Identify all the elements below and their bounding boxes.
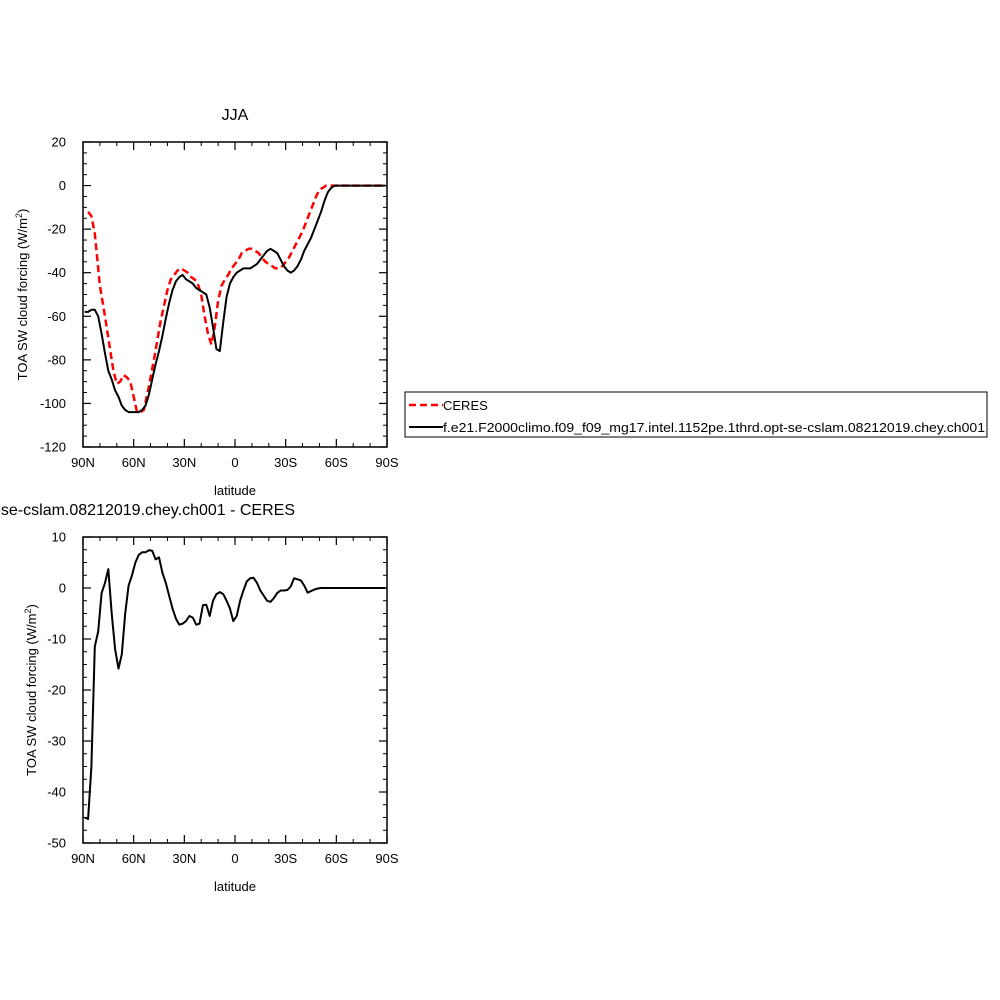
top-y-tick-label: -80 [47,352,66,367]
legend-box [404,391,988,438]
bottom-x-tick-label: 30S [274,851,297,866]
bottom-y-tick-label: 0 [59,581,66,596]
top-x-tick-label: 60S [325,455,348,470]
bottom-x-tick-label: 60S [325,851,348,866]
bottom-x-tick-label: 30N [172,851,196,866]
top-x-tick-label: 90S [375,455,398,470]
bottom-chart-title: f.e21.F2000climo.f09_f09_mg17.intel.1152… [0,502,295,519]
top-y-tick-label: -100 [40,396,66,411]
bottom-x-tick-label: 90S [375,851,398,866]
bottom-series-layer [84,549,386,820]
top-x-tick-label: 90N [71,455,95,470]
bottom-x-tick-label: 90N [71,851,95,866]
bottom-y-tick-label: 10 [52,530,66,545]
top-axes: 90N 60N 30N 0 30S 60S 90S 20 0 -20 -40 -60 -80 -100 -1… [40,135,399,471]
bottom-y-axis-label-main: TOA SW cloud forcing (W/m [24,614,39,776]
top-y-tick-label: -20 [47,222,66,237]
bottom-axes: 90N 60N 30N 0 30S 60S 90S 10 0 -10 -20 -30 -40 -50 [47,530,399,867]
top-y-axis-label-main: TOA SW cloud forcing (W/m [15,218,30,380]
bottom-y-tick-label: -10 [47,632,66,647]
top-y-tick-label: 20 [52,135,66,150]
top-y-axis-label-close: ) [15,209,30,213]
top-x-tick-label: 60N [122,455,146,470]
bottom-y-axis-label: TOA SW cloud forcing (W/m2) [23,604,39,776]
bottom-y-axis-label-close: ) [24,604,39,608]
top-x-axis-label: latitude [214,483,256,498]
bottom-x-tick-label: 60N [122,851,146,866]
top-y-axis-label-sup: 2 [14,213,24,218]
top-y-tick-label: 0 [59,178,66,193]
bottom-x-axis-label: latitude [214,879,256,894]
top-panel: JJA 90N 60N 30N 0 30S 60S 90S 20 0 -20 -40 -60 -80 -1… [14,107,399,498]
top-y-axis-label: TOA SW cloud forcing (W/m2) [14,209,30,381]
top-y-tick-label: -60 [47,309,66,324]
bottom-x-tick-label: 0 [231,851,238,866]
top-series-layer [84,184,386,414]
legend-label-ceres: CERES [443,398,488,413]
bottom-y-tick-label: -50 [47,836,66,851]
top-y-tick-label: -40 [47,265,66,280]
top-y-tick-label: -120 [40,440,66,455]
bottom-panel: f.e21.F2000climo.f09_f09_mg17.intel.1152… [0,502,399,894]
top-series-line-ceres [87,184,382,414]
bottom-y-axis-label-sup: 2 [23,609,33,614]
top-x-tick-label: 30N [172,455,196,470]
top-plot-frame [82,141,388,448]
bottom-y-tick-label: -40 [47,785,66,800]
top-x-tick-label: 0 [231,455,238,470]
legend-label-model: f.e21.F2000climo.f09_f09_mg17.intel.1152… [443,420,985,435]
bottom-series-line-difference [84,549,386,820]
top-chart-title: JJA [222,107,249,124]
top-series-line-model [84,184,386,414]
top-x-tick-label: 30S [274,455,297,470]
legend: CERES f.e21.F2000climo.f09_f09_mg17.inte… [404,391,988,438]
bottom-y-tick-label: -20 [47,683,66,698]
bottom-y-tick-label: -30 [47,734,66,749]
